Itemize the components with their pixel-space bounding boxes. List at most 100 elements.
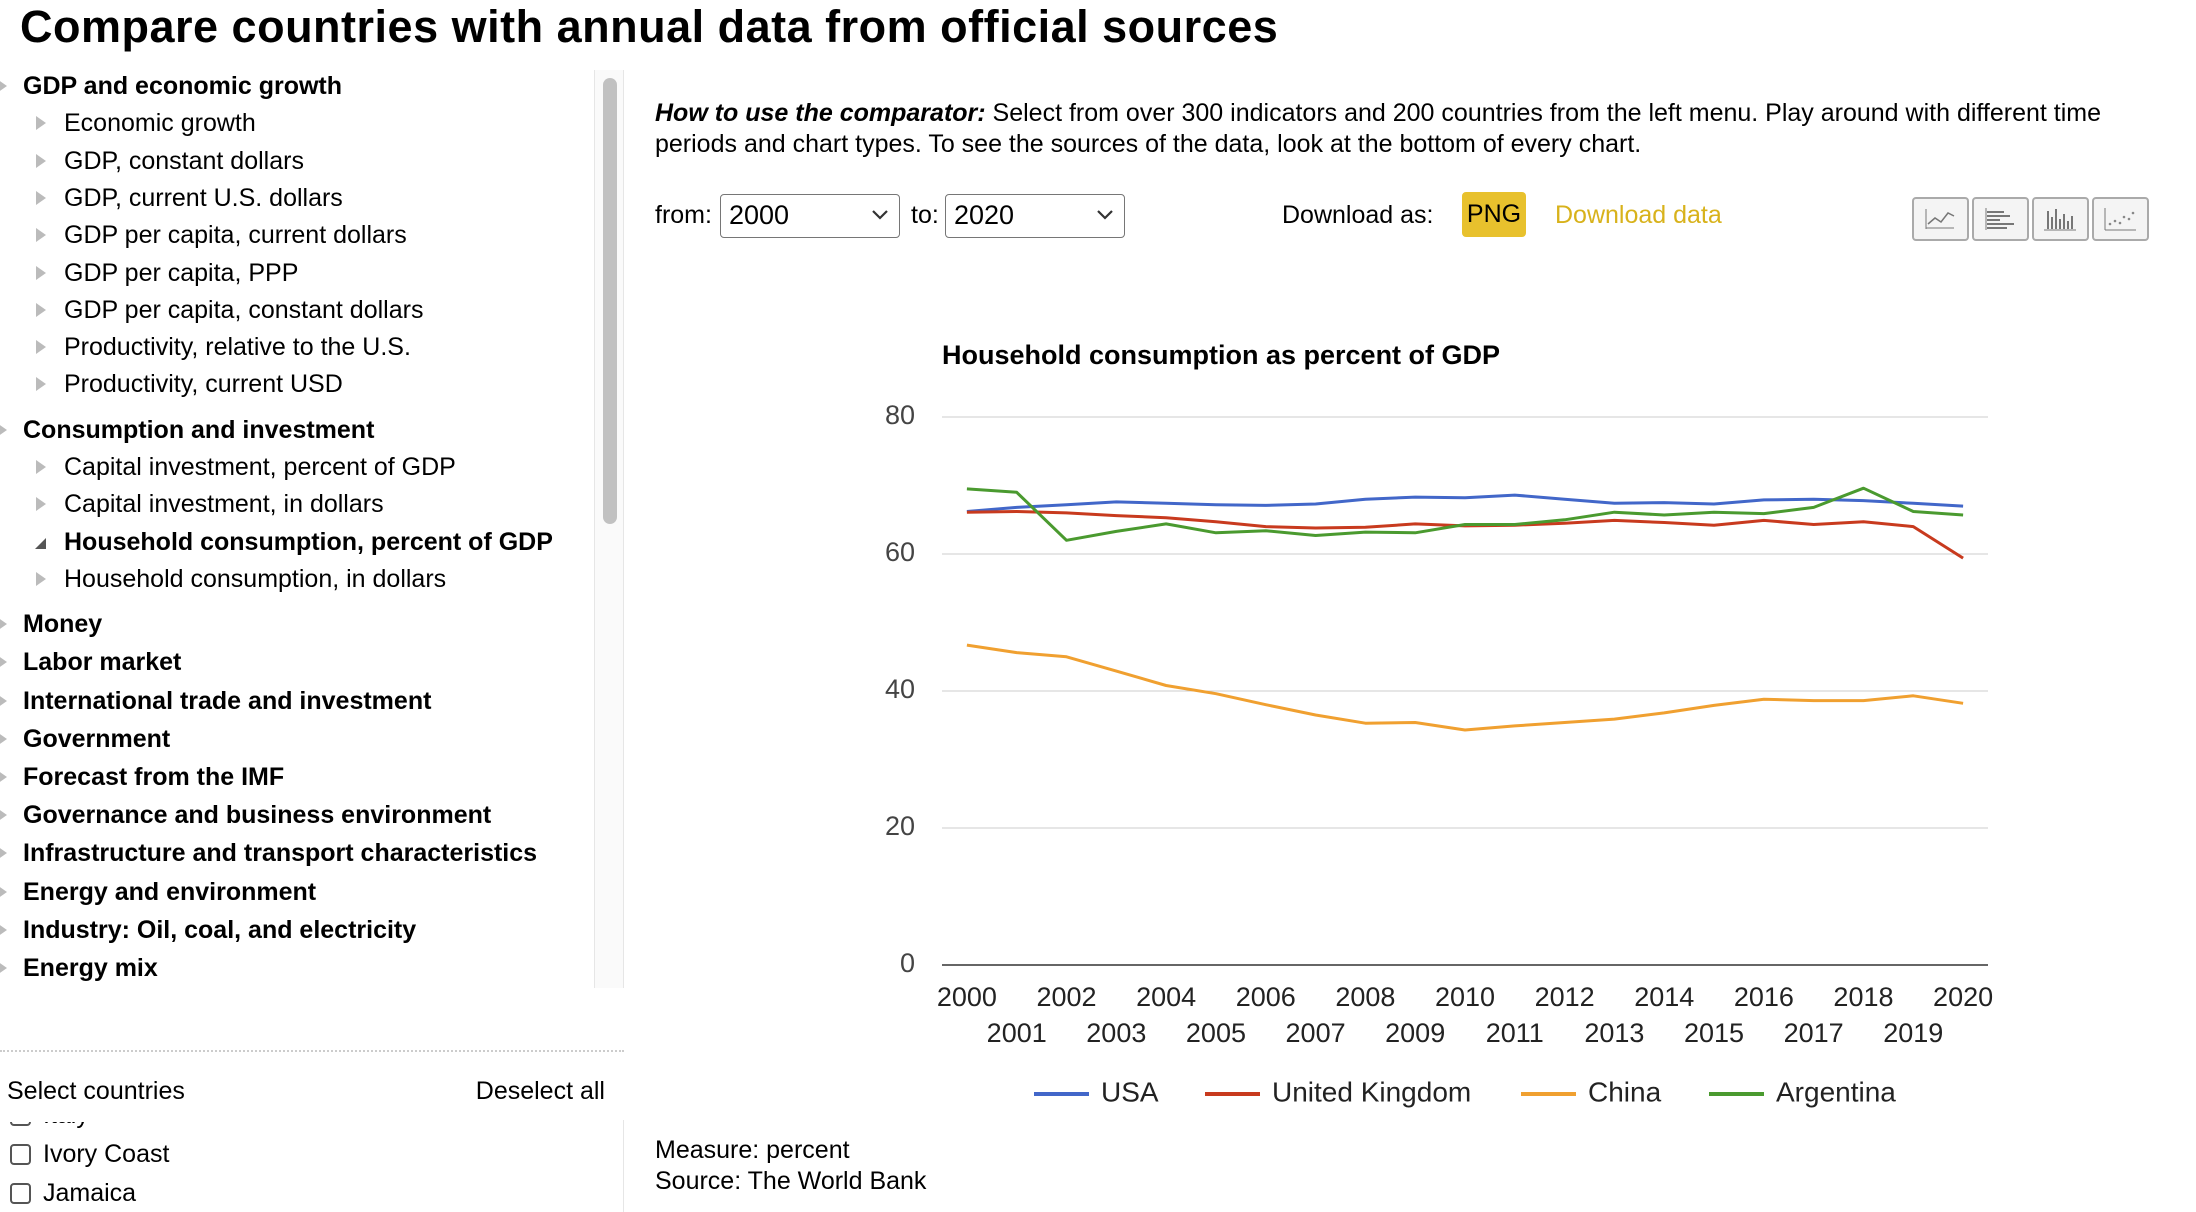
menu-item[interactable]: Productivity, current USD <box>64 370 343 399</box>
x-tick-label: 2002 <box>1036 982 1096 1012</box>
item-arrow-open[interactable] <box>35 537 46 549</box>
checkbox[interactable] <box>10 1144 31 1165</box>
to-select[interactable]: 2020 <box>945 194 1125 238</box>
from-select[interactable]: 2000 <box>720 194 900 238</box>
menu-group[interactable]: Consumption and investment <box>23 415 375 444</box>
chevron <box>872 210 888 220</box>
scatter-chart-button[interactable] <box>2092 197 2149 241</box>
item-arrow[interactable] <box>36 302 46 317</box>
legend-label: China <box>1588 1076 1662 1107</box>
menu-group[interactable]: Labor market <box>23 648 182 677</box>
column-chart-button[interactable] <box>2032 197 2089 241</box>
menu-group[interactable]: GDP and economic growth <box>23 72 343 100</box>
scroll-thumb[interactable] <box>603 78 617 524</box>
series-line <box>966 510 1964 560</box>
x-tick-label: 2016 <box>1734 982 1794 1012</box>
menu-group[interactable]: Energy mix <box>23 954 158 982</box>
bar-chart-button[interactable] <box>1972 197 2029 241</box>
group-arrow[interactable] <box>0 770 7 784</box>
menu-group[interactable]: Industry: Oil, coal, and electricity <box>23 915 417 944</box>
series-line <box>966 493 1964 513</box>
item-arrow[interactable] <box>36 116 46 131</box>
download-label: Download as: <box>1282 201 1434 229</box>
country-row[interactable]: Italy <box>10 1122 89 1130</box>
checkbox[interactable] <box>10 1183 31 1204</box>
measure: Measure: percent <box>655 1136 850 1164</box>
icon <box>1925 209 1955 229</box>
group-arrow[interactable] <box>0 79 7 93</box>
from-label: from: <box>655 201 712 229</box>
menu-item[interactable]: Household consumption, in dollars <box>64 564 447 593</box>
line-chart-button[interactable] <box>1912 197 1969 241</box>
menu-item[interactable]: GDP per capita, constant dollars <box>64 295 424 324</box>
from-value: 2000 <box>729 200 790 230</box>
menu-item[interactable]: Economic growth <box>64 109 256 138</box>
menu-group[interactable]: Energy and environment <box>23 877 317 906</box>
menu-group[interactable]: Government <box>23 724 171 753</box>
group-arrow[interactable] <box>0 731 7 746</box>
y-tick-label: 0 <box>900 948 915 978</box>
menu-group[interactable]: Infrastructure and transport characteris… <box>23 839 538 868</box>
country-row[interactable]: Ivory Coast <box>10 1139 169 1169</box>
x-tick-label: 2018 <box>1833 982 1893 1012</box>
x-tick-label: 2008 <box>1335 982 1395 1012</box>
country-name: Jamaica <box>43 1179 137 1207</box>
deselect-all[interactable]: Deselect all <box>475 1077 605 1105</box>
x-tick-label: 2004 <box>1136 982 1196 1012</box>
instructions-lead: How to use the comparator: <box>655 99 986 127</box>
menu-item[interactable]: GDP per capita, PPP <box>64 258 299 287</box>
checkbox[interactable] <box>10 1122 31 1126</box>
x-tick-label: 2000 <box>937 982 997 1012</box>
group-arrow[interactable] <box>0 617 7 632</box>
menu-group[interactable]: International trade and investment <box>23 686 432 715</box>
menu-item[interactable]: Capital investment, percent of GDP <box>64 453 456 481</box>
group-arrow[interactable] <box>0 693 7 708</box>
series-line <box>966 643 1964 732</box>
x-tick-label: 2012 <box>1535 982 1595 1012</box>
item-arrow[interactable] <box>36 265 46 280</box>
x-tick-label: 2005 <box>1186 1018 1246 1048</box>
item-arrow[interactable] <box>36 340 46 355</box>
item-arrow[interactable] <box>36 571 46 586</box>
menu-item[interactable]: GDP, constant dollars <box>64 146 304 175</box>
menu-group[interactable]: Forecast from the IMF <box>23 763 285 791</box>
x-tick-label: 2019 <box>1883 1018 1943 1048</box>
icon <box>2104 208 2136 231</box>
group-arrow[interactable] <box>0 808 7 823</box>
x-tick-label: 2015 <box>1684 1018 1744 1048</box>
menu-item[interactable]: GDP, current U.S. dollars <box>64 183 343 212</box>
menu-group[interactable]: Governance and business environment <box>23 801 492 830</box>
download-data-link[interactable]: Download data <box>1555 201 1722 229</box>
x-tick-label: 2011 <box>1486 1018 1544 1048</box>
legend-label: United Kingdom <box>1272 1076 1471 1107</box>
group-arrow[interactable] <box>0 922 7 937</box>
chevron <box>1097 210 1113 220</box>
menu-item[interactable]: Productivity, relative to the U.S. <box>64 333 411 362</box>
x-tick-label: 2010 <box>1435 982 1495 1012</box>
group-arrow[interactable] <box>0 961 7 975</box>
item-arrow[interactable] <box>36 377 46 392</box>
menu-item[interactable]: Household consumption, percent of GDP <box>64 527 553 556</box>
source: Source: The World Bank <box>655 1167 927 1195</box>
y-tick-label: 20 <box>885 811 915 841</box>
series-line <box>966 486 1964 542</box>
item-arrow[interactable] <box>36 153 46 168</box>
menu-item[interactable]: Capital investment, in dollars <box>64 490 384 519</box>
menu-group[interactable]: Money <box>23 610 103 639</box>
item-arrow[interactable] <box>36 228 46 243</box>
item-arrow[interactable] <box>36 497 46 512</box>
country-name: Ivory Coast <box>43 1140 170 1168</box>
group-arrow[interactable] <box>0 655 7 670</box>
to-value: 2020 <box>954 200 1015 230</box>
group-arrow[interactable] <box>0 884 7 899</box>
group-arrow[interactable] <box>0 846 7 861</box>
menu-item[interactable]: GDP per capita, current dollars <box>64 221 407 250</box>
x-tick-label: 2014 <box>1634 982 1694 1012</box>
country-row[interactable]: Jamaica <box>10 1178 136 1208</box>
group-arrow[interactable] <box>0 422 7 437</box>
item-arrow[interactable] <box>36 190 46 205</box>
item-arrow[interactable] <box>36 460 46 474</box>
png-button[interactable]: PNG <box>1462 192 1526 237</box>
